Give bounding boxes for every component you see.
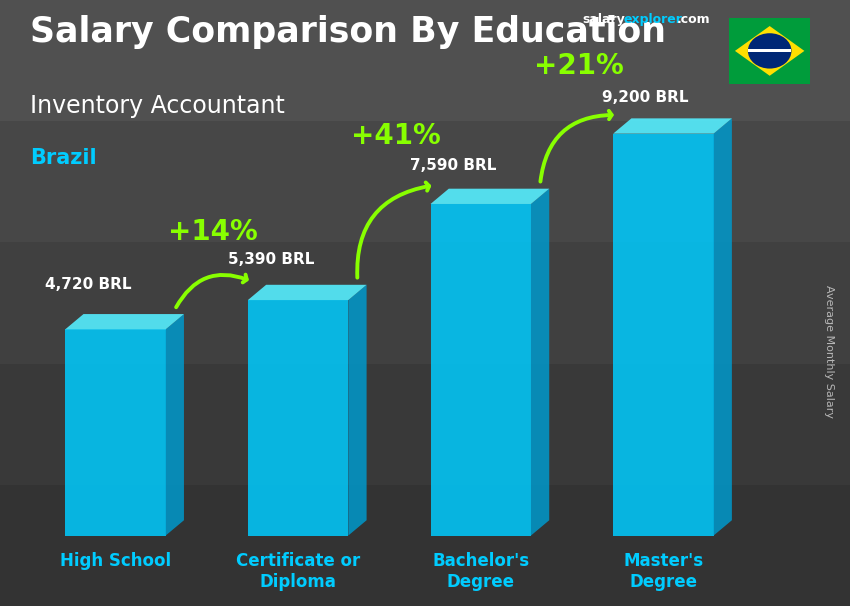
Text: salary: salary [582,13,625,26]
Text: 9,200 BRL: 9,200 BRL [602,90,688,105]
Text: Brazil: Brazil [30,148,96,168]
Circle shape [748,33,791,68]
Polygon shape [430,204,531,536]
Polygon shape [714,118,732,536]
Polygon shape [748,49,791,52]
Polygon shape [248,300,348,536]
Text: Inventory Accountant: Inventory Accountant [30,94,285,118]
Text: 7,590 BRL: 7,590 BRL [411,158,496,173]
Polygon shape [613,134,714,536]
Text: Average Monthly Salary: Average Monthly Salary [824,285,834,418]
Polygon shape [348,285,366,536]
Text: +14%: +14% [168,218,258,247]
Polygon shape [735,26,804,76]
Polygon shape [430,188,549,204]
Text: Salary Comparison By Education: Salary Comparison By Education [30,15,666,49]
Text: 4,720 BRL: 4,720 BRL [45,277,131,292]
Polygon shape [248,285,366,300]
Polygon shape [166,314,184,536]
Text: 5,390 BRL: 5,390 BRL [228,252,314,267]
Text: +21%: +21% [534,52,623,80]
Polygon shape [65,329,166,536]
Text: explorer: explorer [623,13,682,26]
Polygon shape [65,314,184,329]
Polygon shape [613,118,732,134]
Text: .com: .com [677,13,711,26]
Text: +41%: +41% [351,122,440,150]
Polygon shape [531,188,549,536]
